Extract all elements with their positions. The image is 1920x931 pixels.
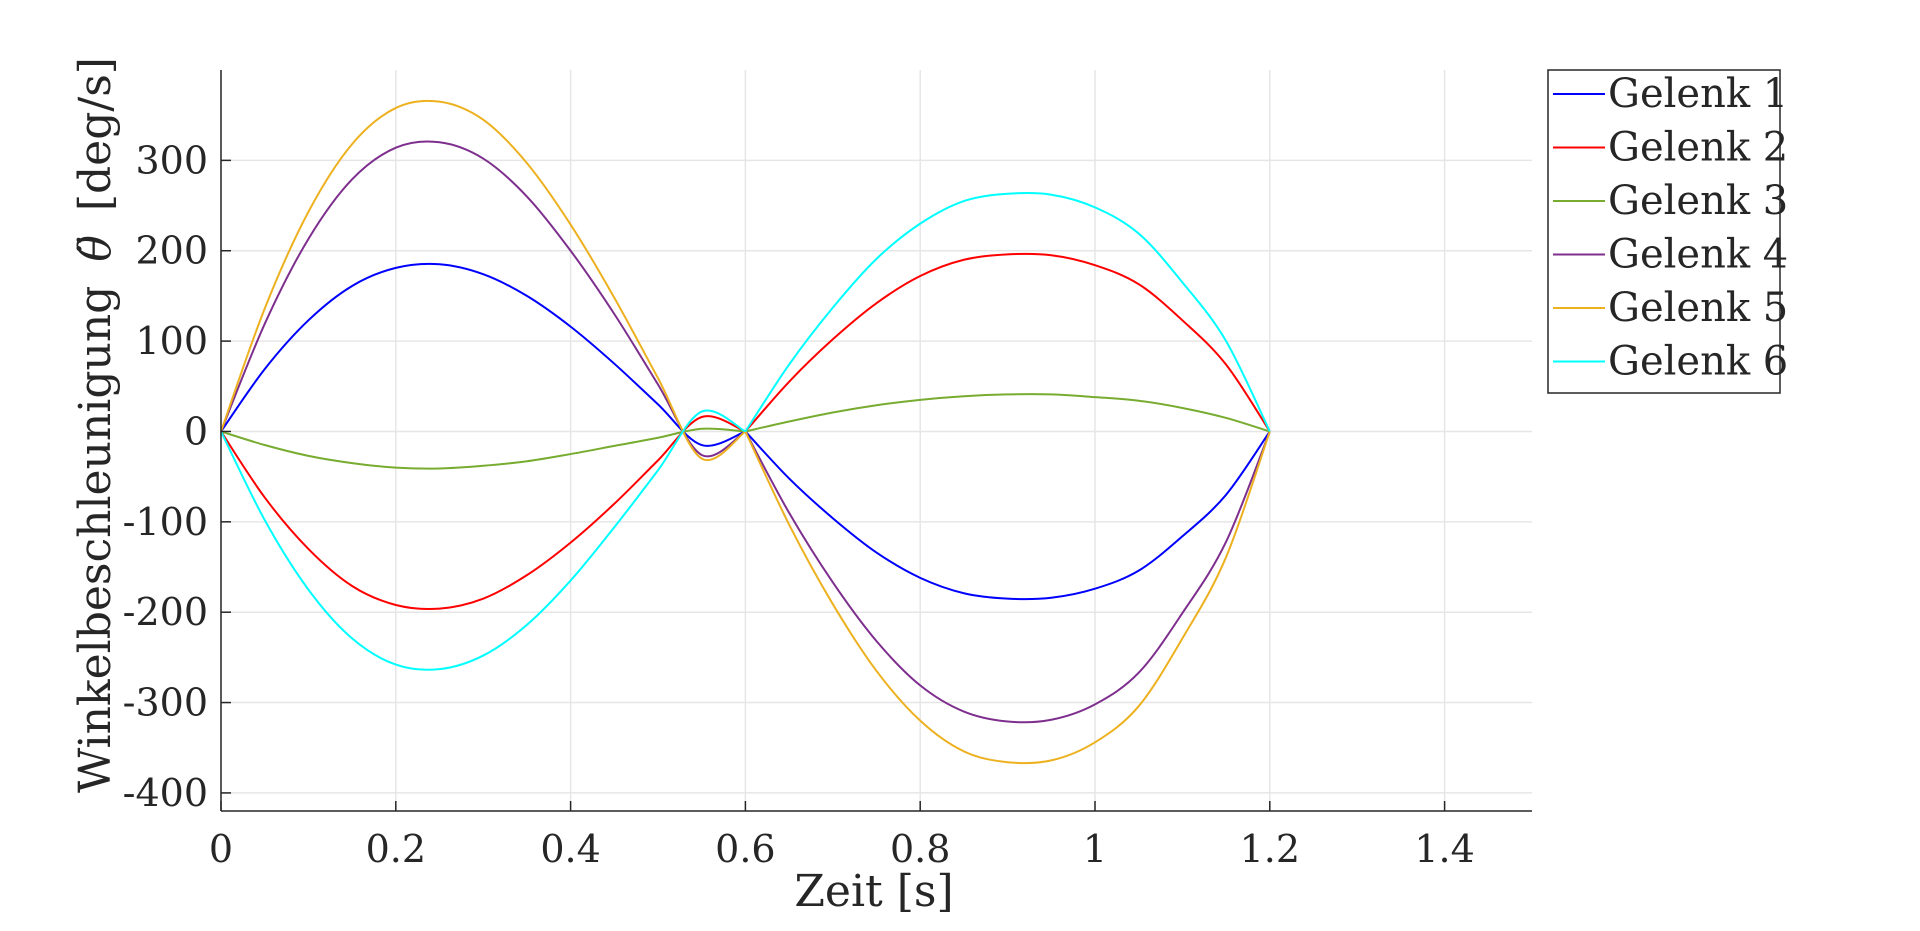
y-tick-label: -100 bbox=[123, 500, 208, 544]
y-tick-label: 300 bbox=[135, 138, 208, 182]
y-tick-label: 0 bbox=[184, 409, 208, 453]
x-axis-label: Zeit [s] bbox=[794, 866, 953, 917]
legend-label: Gelenk 3 bbox=[1608, 178, 1788, 224]
series-lines bbox=[220, 99, 1271, 765]
y-axis-label-text: Winkelbeschleunigung bbox=[70, 286, 121, 793]
series-line-gelenk-4 bbox=[220, 140, 1271, 724]
legend-label: Gelenk 2 bbox=[1608, 125, 1788, 171]
x-tick-label: 0.8 bbox=[890, 827, 950, 871]
legend-box bbox=[1547, 69, 1781, 394]
x-tick-label: 1.2 bbox=[1240, 827, 1300, 871]
tick-labels: 0 0.2 0.4 0.6 0.8 1 1.2 1.4 -400 -300 -200 -100 0 100… bbox=[123, 138, 1475, 871]
x-tick-label: 0.4 bbox=[540, 827, 600, 871]
series-line-gelenk-1 bbox=[220, 262, 1271, 601]
series-line-gelenk-3 bbox=[220, 393, 1271, 470]
y-axis-label: Winkelbeschleunigung θ̈ [deg/s] bbox=[70, 57, 121, 793]
y-tick-label: 100 bbox=[135, 319, 208, 363]
x-tick-label: 0 bbox=[209, 827, 233, 871]
series-line-gelenk-2 bbox=[220, 252, 1271, 610]
y-axis-label-symbol: θ̈ bbox=[70, 235, 121, 262]
y-tick-label: -400 bbox=[123, 771, 208, 815]
x-tick-label: 0.6 bbox=[715, 827, 775, 871]
series-line-gelenk-6 bbox=[220, 192, 1271, 671]
legend-items: Gelenk 1 Gelenk 2 Gelenk 3 Gelenk 4 Gelenk 5… bbox=[1553, 71, 1788, 385]
y-tick-label: -300 bbox=[123, 681, 208, 725]
legend: Gelenk 1 Gelenk 2 Gelenk 3 Gelenk 4 Gelenk 5… bbox=[1547, 69, 1788, 394]
series-line-gelenk-5 bbox=[220, 99, 1271, 765]
x-tick-label: 1.4 bbox=[1414, 827, 1474, 871]
y-tick-label: 200 bbox=[135, 229, 208, 273]
legend-label: Gelenk 5 bbox=[1608, 285, 1788, 331]
legend-label: Gelenk 6 bbox=[1608, 339, 1788, 385]
y-axis-label-unit: [deg/s] bbox=[70, 57, 121, 211]
legend-label: Gelenk 4 bbox=[1608, 232, 1788, 278]
y-tick-label: -200 bbox=[123, 590, 208, 634]
grid bbox=[220, 70, 1532, 811]
axes bbox=[220, 70, 1532, 812]
legend-label: Gelenk 1 bbox=[1608, 71, 1788, 117]
x-tick-label: 1 bbox=[1083, 827, 1107, 871]
x-tick-label: 0.2 bbox=[366, 827, 426, 871]
